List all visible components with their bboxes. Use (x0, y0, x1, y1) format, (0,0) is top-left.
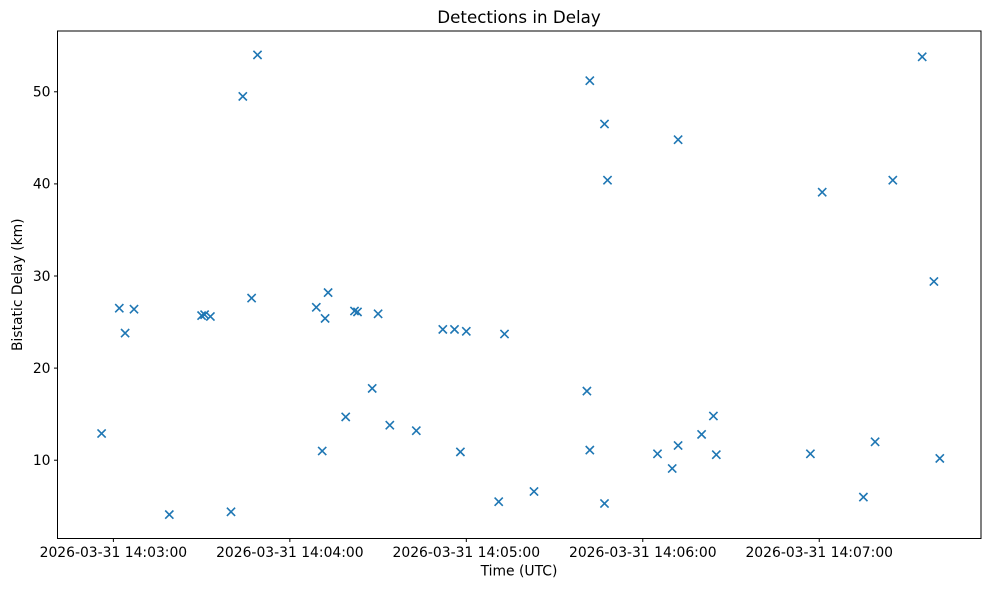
data-point-marker (341, 412, 351, 422)
data-point-marker (411, 426, 421, 436)
y-axis-ticks: 10 20 30 40 50 (33, 85, 58, 469)
axes-frame (57, 30, 982, 539)
data-point-marker (317, 446, 327, 456)
data-point-marker (252, 50, 263, 60)
data-point-marker (311, 302, 321, 312)
y-tick-label: 10 (33, 453, 51, 469)
data-point-marker (438, 324, 448, 335)
data-point-marker (494, 497, 504, 507)
data-point-marker (929, 276, 939, 287)
data-point-marker (711, 450, 721, 460)
data-point-marker (461, 326, 471, 336)
data-point-marker (696, 429, 707, 440)
data-point-marker (805, 449, 816, 459)
x-tick-label: 2026-03-31 14:05:00 (393, 545, 541, 561)
x-tick-label: 2026-03-31 14:04:00 (216, 545, 364, 561)
data-point-marker (673, 135, 683, 145)
data-point-marker (599, 119, 610, 129)
data-point-marker (205, 311, 216, 322)
data-point-marker (352, 307, 363, 317)
data-point-marker (935, 453, 945, 464)
data-point-marker (585, 76, 595, 86)
data-point-marker (320, 313, 330, 324)
data-point-marker (582, 386, 592, 396)
data-point-marker (129, 304, 139, 314)
data-point-marker (349, 306, 360, 316)
data-point-marker (164, 509, 174, 520)
y-tick-label: 40 (33, 177, 51, 193)
data-point-marker (323, 287, 333, 298)
data-point-marker (96, 428, 107, 439)
data-point-marker (667, 463, 677, 474)
data-point-marker (870, 437, 880, 447)
data-point-marker (917, 52, 927, 62)
data-point-marker (599, 498, 610, 509)
data-points-layer (96, 50, 945, 520)
x-axis-label: Time (UTC) (480, 564, 558, 580)
data-point-marker (114, 303, 124, 313)
data-point-marker (226, 507, 236, 517)
x-axis-ticks: 2026-03-31 14:03:00 2026-03-31 14:04:00 20… (40, 538, 893, 561)
data-point-marker (817, 187, 827, 197)
data-point-marker (499, 329, 510, 339)
data-point-marker (199, 310, 210, 320)
data-point-marker (385, 420, 395, 430)
data-point-marker (367, 383, 377, 394)
x-tick-label: 2026-03-31 14:03:00 (40, 545, 188, 561)
data-point-marker (529, 486, 539, 497)
data-point-marker (373, 309, 383, 319)
y-tick-label: 50 (33, 85, 51, 101)
data-point-marker (602, 175, 613, 185)
data-point-marker (888, 175, 898, 185)
data-point-marker (246, 293, 257, 303)
x-tick-label: 2026-03-31 14:07:00 (745, 545, 893, 561)
y-tick-label: 20 (33, 361, 51, 377)
data-point-marker (238, 91, 248, 102)
data-point-marker (196, 310, 207, 321)
x-tick-label: 2026-03-31 14:06:00 (569, 545, 717, 561)
data-point-marker (858, 492, 869, 502)
y-tick-label: 30 (33, 269, 51, 285)
y-axis-label: Bistatic Delay (km) (10, 218, 26, 351)
data-point-marker (652, 449, 663, 459)
data-point-marker (585, 445, 595, 455)
data-point-marker (455, 447, 466, 457)
chart-title: Detections in Delay (437, 7, 601, 27)
data-point-marker (673, 440, 683, 451)
data-point-marker (708, 411, 719, 421)
data-point-marker (120, 328, 130, 338)
data-point-marker (449, 324, 460, 335)
